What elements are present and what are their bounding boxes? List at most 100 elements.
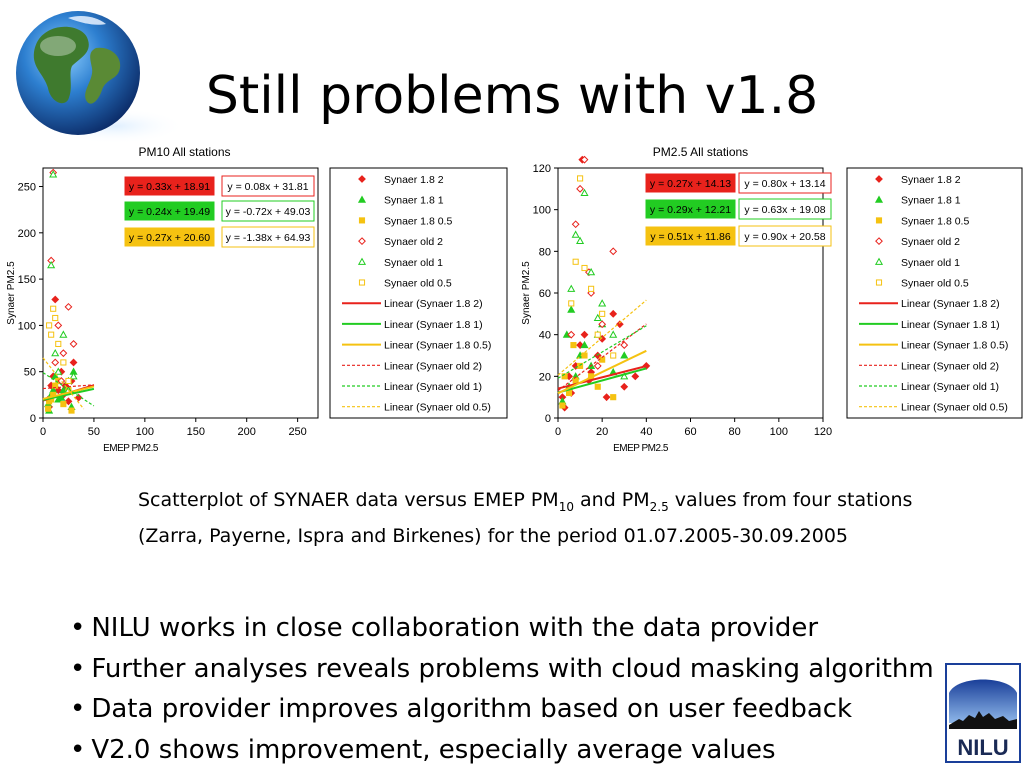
legend-label: Linear (Synaer 1.8 1) bbox=[384, 319, 483, 331]
equation-box: y = -0.72x + 49.03 bbox=[222, 201, 314, 221]
equation-label: y = 0.51x + 11.86 bbox=[650, 231, 731, 243]
legend-label: Linear (Synaer old 0.5) bbox=[384, 402, 491, 414]
x-tick-label: 100 bbox=[136, 426, 154, 438]
bullet-item: NILU works in close collaboration with t… bbox=[70, 608, 990, 649]
equation-box: y = -1.38x + 64.93 bbox=[222, 227, 314, 247]
x-tick-label: 0 bbox=[555, 426, 561, 438]
y-tick-label: 100 bbox=[533, 205, 551, 217]
legend-label: Synaer old 1 bbox=[384, 257, 443, 269]
equation-label: y = 0.27x + 14.13 bbox=[650, 178, 731, 190]
legend-marker bbox=[876, 280, 881, 285]
bullet-item: Data provider improves algorithm based o… bbox=[70, 689, 990, 730]
data-point bbox=[573, 259, 578, 264]
data-point bbox=[611, 395, 616, 400]
legend-label: Synaer old 0.5 bbox=[384, 278, 452, 290]
x-axis-label: EMEP PM2.5 bbox=[103, 443, 159, 454]
data-point bbox=[569, 301, 574, 306]
legend-label: Linear (Synaer 1.8 2) bbox=[901, 298, 1000, 310]
equation-box: y = 0.63x + 19.08 bbox=[739, 199, 831, 219]
data-point bbox=[582, 265, 587, 270]
y-tick-label: 50 bbox=[24, 367, 36, 379]
equation-label: y = 0.29x + 12.21 bbox=[650, 204, 731, 216]
legend-label: Linear (Synaer old 1) bbox=[901, 381, 999, 393]
equation-label: y = -1.38x + 64.93 bbox=[226, 232, 311, 244]
x-tick-label: 60 bbox=[684, 426, 696, 438]
legend-label: Synaer 1.8 1 bbox=[384, 195, 444, 207]
caption-sub-2: 2.5 bbox=[650, 500, 669, 514]
y-axis-label: Synaer PM2.5 bbox=[521, 261, 532, 325]
data-point bbox=[589, 286, 594, 291]
equation-label: y = 0.33x + 18.91 bbox=[129, 181, 210, 193]
data-point bbox=[600, 357, 605, 362]
equation-box: y = 0.80x + 13.14 bbox=[739, 173, 831, 193]
data-point bbox=[66, 378, 71, 383]
equation-box: y = 0.33x + 18.91 bbox=[124, 176, 215, 196]
y-tick-label: 20 bbox=[539, 371, 551, 383]
data-point bbox=[56, 341, 61, 346]
caption-text-1: Scatterplot of SYNAER data versus EMEP P… bbox=[138, 489, 559, 511]
y-tick-label: 0 bbox=[545, 413, 551, 425]
x-tick-label: 50 bbox=[88, 426, 100, 438]
legend-label: Synaer 1.8 0.5 bbox=[384, 215, 452, 227]
equation-label: y = 0.08x + 31.81 bbox=[227, 181, 308, 193]
equation-label: y = 0.90x + 20.58 bbox=[744, 231, 825, 243]
slide-title: Still problems with v1.8 bbox=[0, 64, 1024, 128]
legend-label: Linear (Synaer old 2) bbox=[901, 360, 999, 372]
x-tick-label: 200 bbox=[238, 426, 256, 438]
legend-label: Linear (Synaer 1.8 0.5) bbox=[384, 340, 491, 352]
data-point bbox=[573, 378, 578, 383]
y-tick-label: 250 bbox=[18, 182, 36, 194]
figure-caption: Scatterplot of SYNAER data versus EMEP P… bbox=[138, 486, 928, 551]
legend-label: Linear (Synaer old 1) bbox=[384, 381, 482, 393]
y-tick-label: 120 bbox=[533, 163, 551, 175]
legend-label: Synaer 1.8 1 bbox=[901, 195, 961, 207]
equation-label: y = 0.63x + 19.08 bbox=[744, 204, 825, 216]
data-point bbox=[595, 384, 600, 389]
data-point bbox=[49, 332, 54, 337]
legend-label: Synaer old 2 bbox=[901, 236, 960, 248]
data-point bbox=[566, 390, 571, 395]
data-point bbox=[61, 402, 66, 407]
caption-sub-1: 10 bbox=[559, 500, 574, 514]
equation-box: y = 0.51x + 11.86 bbox=[645, 226, 736, 246]
y-tick-label: 0 bbox=[30, 413, 36, 425]
x-tick-label: 120 bbox=[814, 426, 832, 438]
legend-label: Synaer old 2 bbox=[384, 236, 443, 248]
y-tick-label: 200 bbox=[18, 228, 36, 240]
x-tick-label: 250 bbox=[288, 426, 306, 438]
legend-label: Linear (Synaer 1.8 0.5) bbox=[901, 340, 1008, 352]
legend-label: Linear (Synaer 1.8 1) bbox=[901, 319, 1000, 331]
legend-marker bbox=[359, 280, 364, 285]
x-tick-label: 20 bbox=[596, 426, 608, 438]
y-tick-label: 100 bbox=[18, 320, 36, 332]
equation-label: y = 0.24x + 19.49 bbox=[129, 206, 210, 218]
legend-label: Synaer 1.8 2 bbox=[901, 174, 961, 186]
equation-box: y = 0.90x + 20.58 bbox=[739, 226, 831, 246]
y-tick-label: 80 bbox=[539, 246, 551, 258]
equation-label: y = 0.80x + 13.14 bbox=[744, 178, 825, 190]
legend-label: Synaer 1.8 0.5 bbox=[901, 215, 969, 227]
bullet-list: NILU works in close collaboration with t… bbox=[70, 608, 990, 770]
legend-label: Synaer old 0.5 bbox=[901, 278, 969, 290]
data-point bbox=[69, 408, 74, 413]
legend-marker bbox=[359, 218, 364, 223]
bullet-item: Further analyses reveals problems with c… bbox=[70, 649, 990, 690]
y-tick-label: 150 bbox=[18, 274, 36, 286]
x-tick-label: 150 bbox=[187, 426, 205, 438]
legend-label: Linear (Synaer old 0.5) bbox=[901, 402, 1008, 414]
data-point bbox=[560, 403, 565, 408]
nilu-logo: NILU bbox=[945, 663, 1021, 763]
legend-label: Linear (Synaer 1.8 2) bbox=[384, 298, 483, 310]
legend-label: Synaer 1.8 2 bbox=[384, 174, 444, 186]
y-axis-label: Synaer PM2.5 bbox=[6, 261, 17, 325]
legend-label: Synaer old 1 bbox=[901, 257, 960, 269]
data-point bbox=[46, 406, 51, 411]
bullet-item: V2.0 shows improvement, especially avera… bbox=[70, 730, 990, 770]
x-axis-label: EMEP PM2.5 bbox=[613, 443, 669, 454]
chart-title: PM10 All stations bbox=[138, 145, 230, 159]
equation-box: y = 0.24x + 19.49 bbox=[124, 201, 215, 221]
equation-label: y = 0.27x + 20.60 bbox=[129, 232, 210, 244]
